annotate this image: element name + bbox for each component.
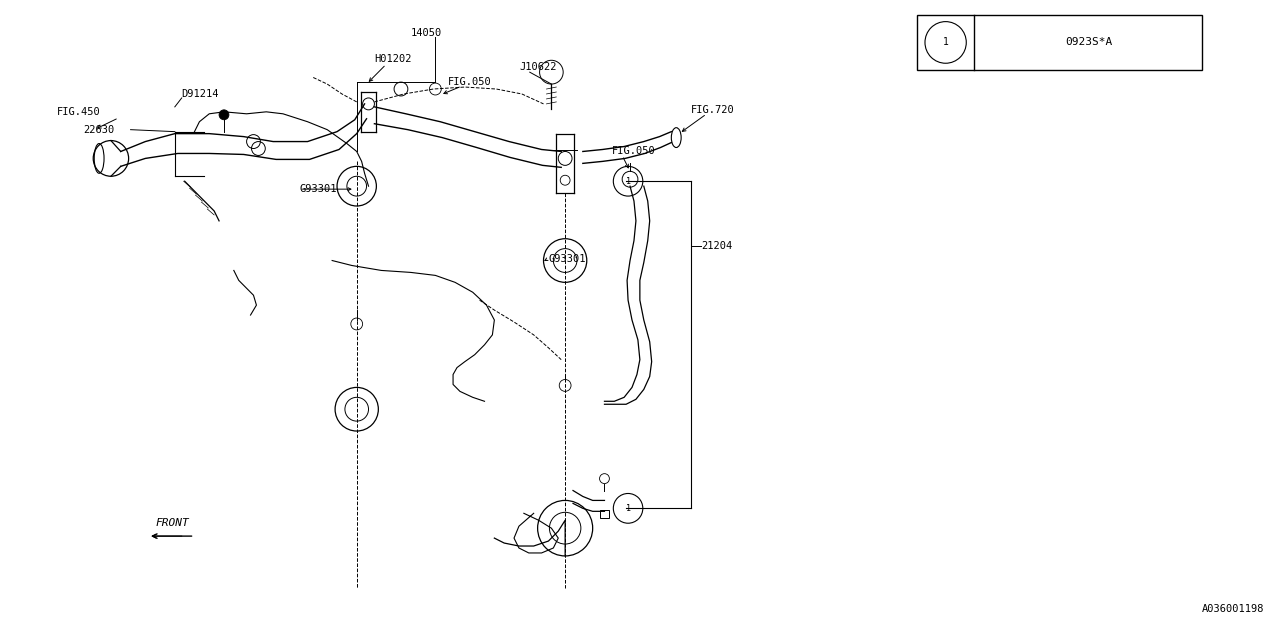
Text: J10622: J10622	[518, 62, 557, 72]
Text: FIG.720: FIG.720	[691, 105, 735, 115]
Text: H01202: H01202	[375, 54, 412, 64]
Text: FIG.050: FIG.050	[448, 77, 492, 87]
Text: 0923S*A: 0923S*A	[1065, 37, 1112, 47]
Text: A036001198: A036001198	[1202, 604, 1265, 614]
Text: 22630: 22630	[83, 125, 115, 134]
Text: FRONT: FRONT	[155, 518, 189, 528]
Bar	[916, 15, 1202, 70]
Text: 1: 1	[626, 504, 631, 513]
Text: 21204: 21204	[701, 241, 732, 251]
Text: FIG.450: FIG.450	[56, 107, 101, 117]
Text: D91214: D91214	[182, 89, 219, 99]
Circle shape	[219, 110, 229, 120]
Text: 1: 1	[942, 37, 948, 47]
Text: G93301: G93301	[548, 253, 586, 264]
Text: FIG.050: FIG.050	[612, 147, 657, 156]
Text: G93301: G93301	[300, 184, 337, 194]
Bar	[599, 510, 609, 518]
Text: 14050: 14050	[411, 28, 442, 38]
Text: 1: 1	[626, 177, 631, 186]
